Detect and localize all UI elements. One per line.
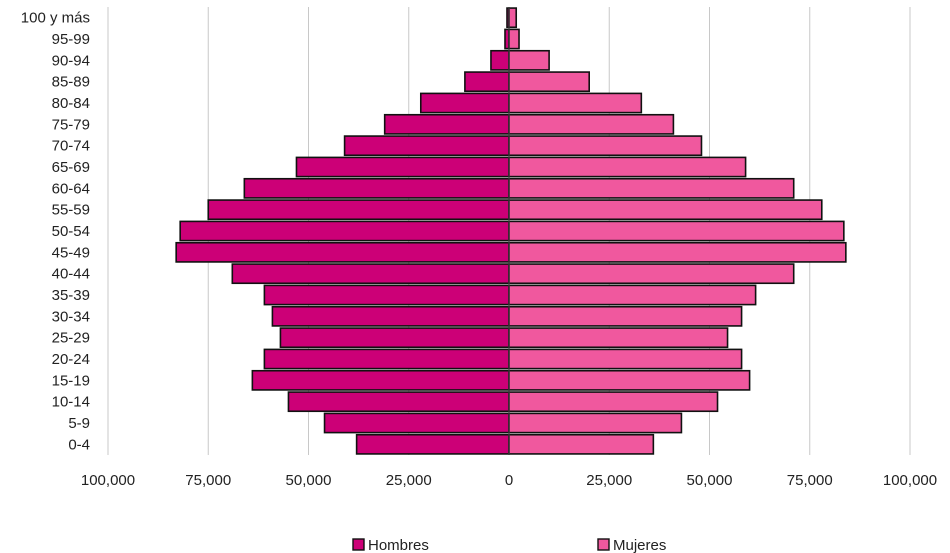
bar-hombres-35-39 [263, 284, 510, 306]
y-tick-label: 50-54 [52, 223, 90, 240]
bar-hombres-80-84 [419, 92, 510, 114]
x-tick-label: 25,000 [586, 472, 632, 489]
x-tick-label: 50,000 [286, 472, 332, 489]
bar-mujeres-30-34 [508, 305, 743, 327]
bar-mujeres-10-14 [508, 391, 719, 413]
bar-hombres-75-79 [383, 113, 510, 135]
bar-hombres-30-34 [271, 305, 510, 327]
bar-hombres-70-74 [343, 135, 510, 157]
y-tick-labels: 0-4 5-9 10-14 15-19 20-24 25-29 30-34 35-39 40-4… [21, 10, 90, 454]
bar-mujeres-100 y más [508, 7, 518, 29]
bar-mujeres-50-54 [508, 220, 845, 242]
bar-mujeres-80-84 [508, 92, 643, 114]
bar-hombres-55-59 [207, 199, 510, 221]
y-tick-label: 80-84 [52, 95, 90, 112]
bar-hombres-15-19 [251, 369, 510, 391]
y-tick-label: 5-9 [68, 415, 90, 432]
bar-mujeres-5-9 [508, 412, 683, 434]
x-tick-label: 100,000 [81, 472, 135, 489]
bar-hombres-25-29 [279, 327, 510, 349]
y-tick-label: 0-4 [68, 436, 90, 453]
bar-hombres-60-64 [243, 177, 510, 199]
bar-mujeres-55-59 [508, 199, 823, 221]
y-tick-label: 70-74 [52, 138, 90, 155]
bar-mujeres-65-69 [508, 156, 747, 178]
y-tick-label: 40-44 [52, 266, 90, 283]
bar-mujeres-90-94 [508, 49, 550, 71]
bar-hombres-85-89 [464, 71, 510, 93]
bar-mujeres-15-19 [508, 369, 751, 391]
y-tick-label: 30-34 [52, 308, 90, 325]
bars [175, 7, 847, 455]
bar-mujeres-25-29 [508, 327, 729, 349]
legend: Hombres Mujeres [352, 537, 666, 553]
y-tick-label: 100 y más [21, 10, 90, 27]
legend-label-mujeres: Mujeres [613, 537, 666, 553]
y-tick-label: 60-64 [52, 180, 90, 197]
bar-hombres-90-94 [490, 49, 510, 71]
y-tick-label: 35-39 [52, 287, 90, 304]
x-tick-label: 75,000 [185, 472, 231, 489]
x-tick-label: 100,000 [883, 472, 937, 489]
y-tick-label: 75-79 [52, 116, 90, 133]
legend-label-hombres: Hombres [368, 537, 429, 553]
y-tick-label: 10-14 [52, 394, 90, 411]
y-tick-label: 15-19 [52, 372, 90, 389]
bar-mujeres-60-64 [508, 177, 795, 199]
bar-hombres-50-54 [179, 220, 510, 242]
bar-hombres-10-14 [287, 391, 510, 413]
bar-hombres-5-9 [323, 412, 510, 434]
legend-swatch-hombres [352, 538, 365, 551]
y-tick-label: 95-99 [52, 31, 90, 48]
x-tick-label: 25,000 [386, 472, 432, 489]
bar-hombres-45-49 [175, 241, 510, 263]
bar-mujeres-95-99 [508, 28, 520, 50]
bar-mujeres-35-39 [508, 284, 757, 306]
y-tick-label: 25-29 [52, 330, 90, 347]
bar-hombres-40-44 [231, 263, 510, 285]
bar-mujeres-85-89 [508, 71, 590, 93]
bar-hombres-0-4 [355, 433, 510, 455]
bar-mujeres-75-79 [508, 113, 675, 135]
x-tick-label: 75,000 [787, 472, 833, 489]
y-tick-label: 55-59 [52, 202, 90, 219]
bar-mujeres-45-49 [508, 241, 847, 263]
bar-mujeres-70-74 [508, 135, 703, 157]
bar-mujeres-0-4 [508, 433, 655, 455]
y-tick-label: 90-94 [52, 52, 90, 69]
y-tick-label: 85-89 [52, 74, 90, 91]
x-tick-labels: 100,000 75,000 50,000 25,000 0 25,000 50,000 75… [81, 472, 937, 489]
legend-swatch-mujeres [597, 538, 610, 551]
x-tick-label: 0 [505, 472, 513, 489]
bar-mujeres-40-44 [508, 263, 795, 285]
bar-mujeres-20-24 [508, 348, 743, 370]
bar-hombres-20-24 [263, 348, 510, 370]
y-tick-label: 45-49 [52, 244, 90, 261]
bar-hombres-65-69 [295, 156, 510, 178]
y-tick-label: 20-24 [52, 351, 90, 368]
y-tick-label: 65-69 [52, 159, 90, 176]
x-tick-label: 50,000 [687, 472, 733, 489]
